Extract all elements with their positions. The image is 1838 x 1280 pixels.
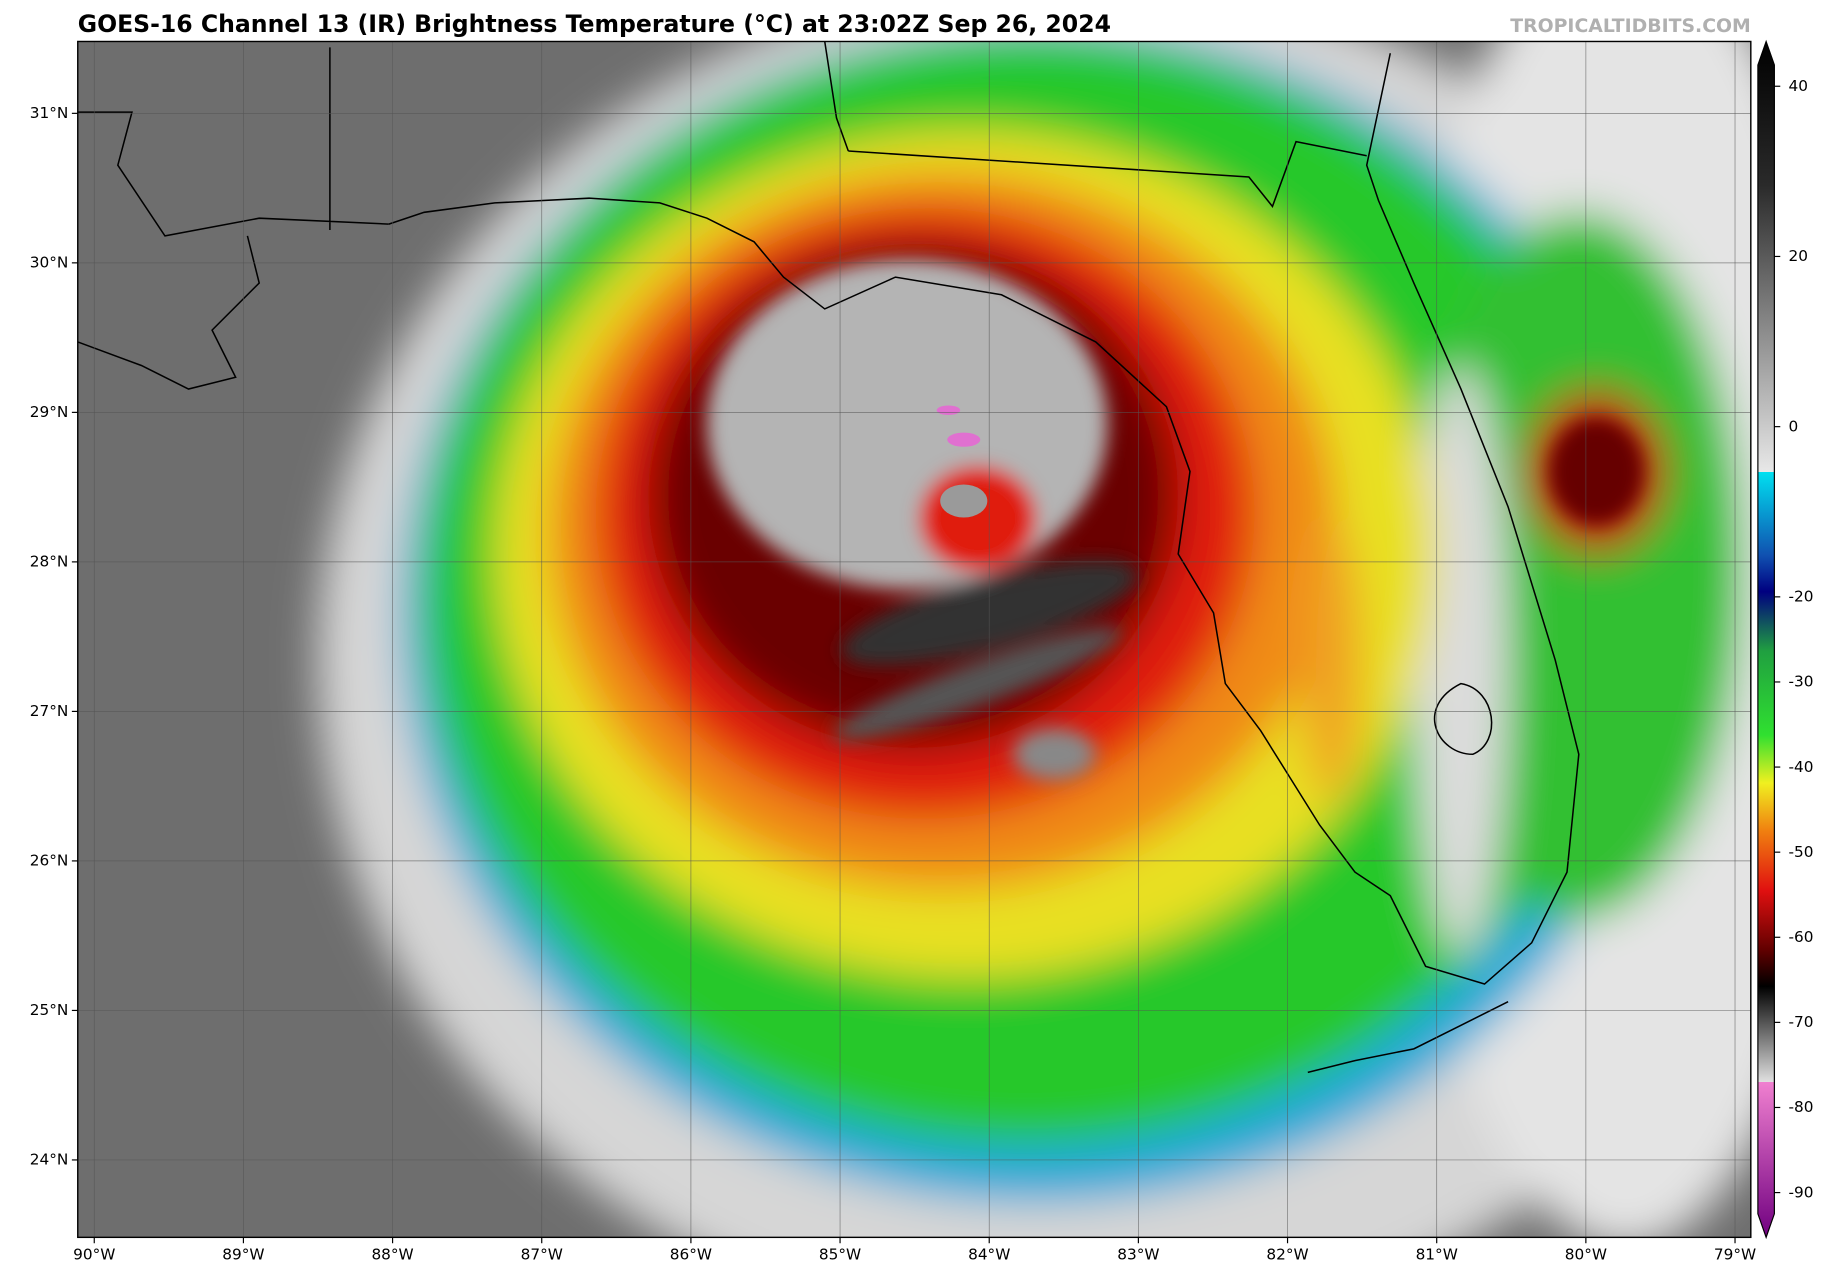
lat-label: 29°N	[30, 403, 69, 421]
graticule	[77, 41, 1751, 1238]
colorbar-label: -80	[1789, 1098, 1814, 1116]
colorbar-label: 20	[1789, 247, 1808, 265]
lat-label: 27°N	[30, 702, 69, 720]
lon-label: 82°W	[1266, 1246, 1308, 1264]
lon-label: 87°W	[521, 1246, 563, 1264]
colorbar-label: -20	[1789, 588, 1814, 606]
lon-label: 86°W	[670, 1246, 712, 1264]
lat-label: 28°N	[30, 553, 69, 571]
labels: 31°N 30°N 29°N 28°N 27°N 26°N 25°N 24°N 90°W 89°W…	[30, 77, 1814, 1264]
lon-label: 89°W	[222, 1246, 264, 1264]
lon-label: 84°W	[968, 1246, 1010, 1264]
lat-label: 31°N	[30, 104, 69, 122]
colorbar-label: -60	[1789, 928, 1814, 946]
map-frame	[77, 40, 1752, 1239]
lon-label: 90°W	[73, 1246, 115, 1264]
lon-label: 79°W	[1714, 1246, 1756, 1264]
colorbar-label: -50	[1789, 843, 1814, 861]
imagery	[77, 41, 1751, 1238]
watermark: TROPICALTIDBITS.COM	[1510, 16, 1751, 37]
lat-label: 26°N	[30, 852, 69, 870]
title: GOES-16 Channel 13 (IR) Brightness Tempe…	[78, 10, 1111, 38]
lat-label: 24°N	[30, 1151, 69, 1169]
colorbar-label: -40	[1789, 758, 1814, 776]
lon-label: 80°W	[1565, 1246, 1607, 1264]
lat-label: 25°N	[30, 1001, 69, 1019]
lon-label: 83°W	[1117, 1246, 1159, 1264]
lat-label: 30°N	[30, 254, 69, 272]
colorbar-label: -30	[1789, 673, 1814, 691]
colorbar-label: 0	[1789, 417, 1799, 435]
colorbar	[1757, 39, 1775, 1240]
colorbar-label: -70	[1789, 1013, 1814, 1031]
lon-label: 81°W	[1416, 1246, 1458, 1264]
colorbar-label: 40	[1789, 77, 1808, 95]
lon-label: 88°W	[371, 1246, 413, 1264]
colorbar-label: -90	[1789, 1183, 1814, 1201]
lon-label: 85°W	[819, 1246, 861, 1264]
